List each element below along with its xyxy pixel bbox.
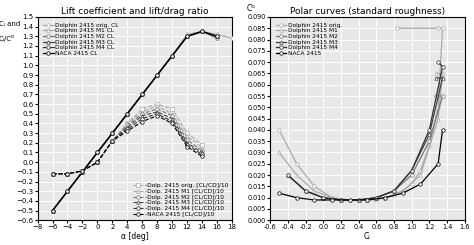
Text: Cᴰ: Cᴰ <box>247 4 256 13</box>
Text: Cₗ/Cᴰ: Cₗ/Cᴰ <box>0 35 15 42</box>
X-axis label: α [deg]: α [deg] <box>121 232 149 241</box>
X-axis label: Cₗ: Cₗ <box>364 232 371 241</box>
Legend: Dolphin 2415 orig., Dolphin 2415 M1, Dolphin 2415 M2, Dolphin 2415 M3, Dolphin 2: Dolphin 2415 orig., Dolphin 2415 M1, Dol… <box>275 22 343 57</box>
Title: Lift coefficient and lift/drag ratio: Lift coefficient and lift/drag ratio <box>61 7 209 16</box>
Legend: -Dolp. 2415 orig. [CL/CD]/10, -Dolp. 2415 M1 [CL/CD]/10, -Dolp. 2415 M2 [CL/CD]/: -Dolp. 2415 orig. [CL/CD]/10, -Dolp. 241… <box>132 183 229 217</box>
Text: Cₗ and: Cₗ and <box>0 21 20 27</box>
Title: Polar curves (standard roughness): Polar curves (standard roughness) <box>290 7 445 16</box>
